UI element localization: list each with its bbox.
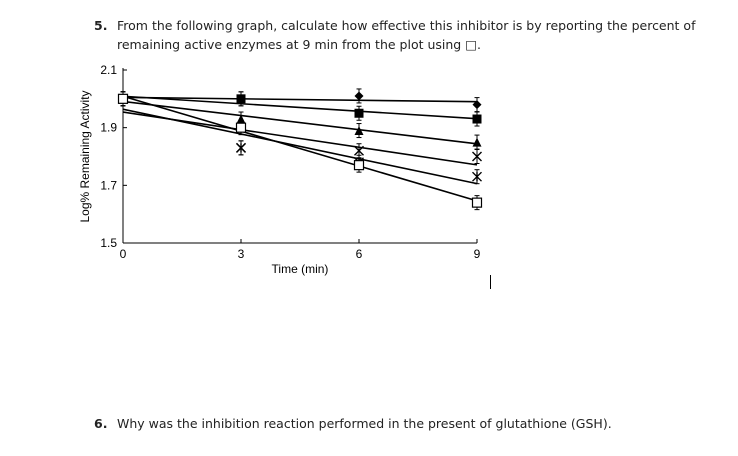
data-point-filled-square: [354, 108, 364, 118]
question-text: From the following graph, calculate how …: [117, 18, 696, 52]
y-tick-label: 1.7: [100, 178, 117, 192]
data-point-x: [472, 151, 482, 162]
x-tick-label: 0: [120, 247, 127, 261]
x-tick-label: 6: [356, 247, 363, 261]
x-tick-label: 9: [474, 247, 481, 261]
data-point-asterisk: [472, 171, 482, 182]
data-point-triangle: [472, 137, 482, 147]
text-cursor: [490, 275, 491, 289]
y-tick-label: 2.1: [100, 63, 117, 77]
data-point-x: [354, 145, 364, 156]
y-tick-label: 1.5: [100, 236, 117, 250]
question-text: Why was the inhibition reaction performe…: [117, 416, 612, 431]
data-point-diamond: [472, 100, 482, 110]
data-point-open-square: [117, 93, 129, 104]
question-number: 6.: [94, 416, 108, 431]
y-axis-label: Log% Remaining Activity: [78, 90, 92, 222]
question-5: 5. From the following graph, calculate h…: [94, 16, 714, 54]
data-point-open-square: [235, 122, 247, 133]
question-6: 6. Why was the inhibition reaction perfo…: [94, 414, 714, 433]
data-point-triangle: [236, 114, 246, 124]
y-tick-label: 1.9: [100, 121, 117, 135]
data-point-filled-square: [236, 94, 246, 104]
x-tick-label: 3: [238, 247, 245, 261]
trendline-diamond: [122, 96, 478, 103]
data-point-open-square: [471, 197, 483, 208]
trendline-triangle: [122, 100, 478, 145]
data-point-triangle: [354, 126, 364, 136]
data-point-open-square: [353, 160, 365, 171]
data-point-asterisk: [236, 142, 246, 153]
x-axis-label: Time (min): [272, 262, 329, 276]
trendline-open-square: [122, 95, 478, 202]
data-point-filled-square: [472, 114, 482, 124]
question-number: 5.: [94, 18, 108, 33]
trendline-asterisk: [122, 108, 478, 185]
trendline-filled-square: [122, 95, 478, 120]
data-point-diamond: [354, 91, 364, 101]
